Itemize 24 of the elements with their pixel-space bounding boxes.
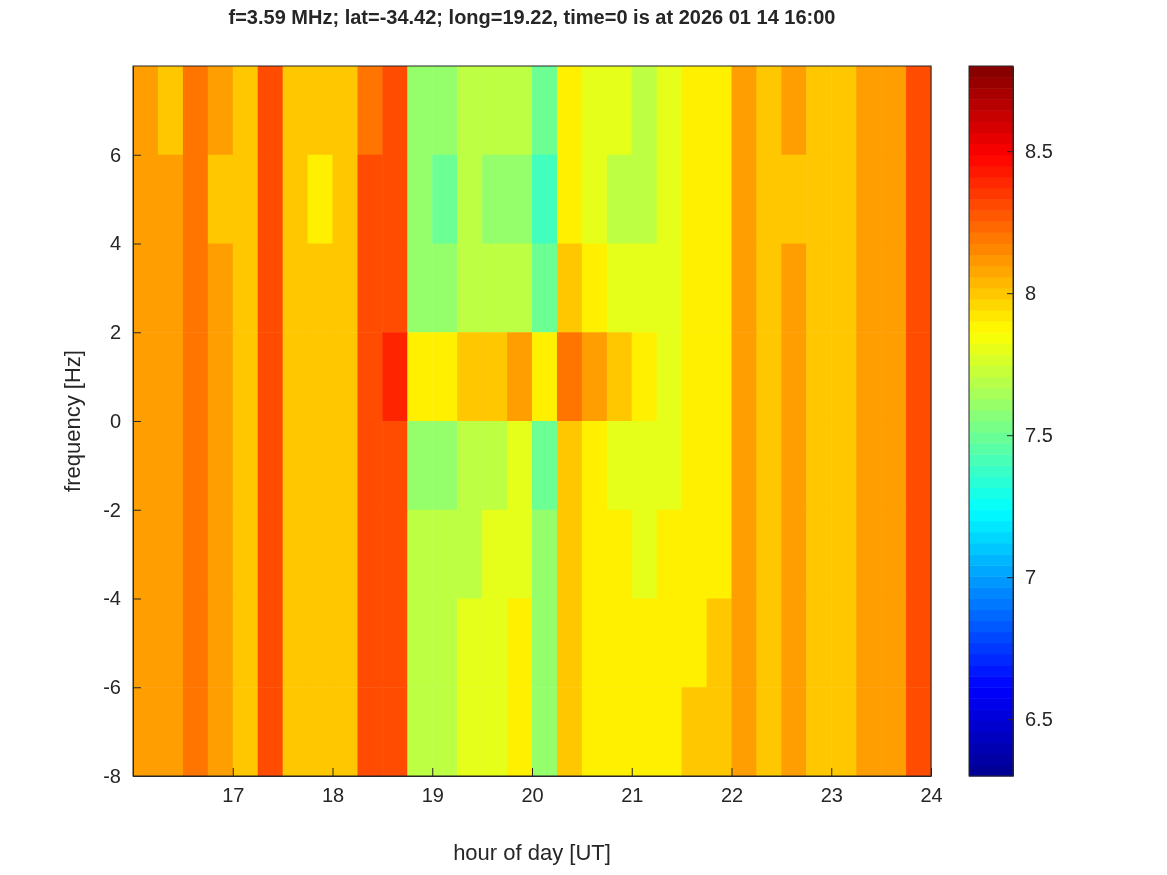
color-bar-label: 8.5: [1025, 140, 1053, 163]
x-axis-title: hour of day [UT]: [453, 840, 611, 865]
y-tick-label: -6: [103, 676, 121, 699]
y-tick-label: 6: [109, 143, 121, 166]
y-axis-title: frequency [Hz]: [60, 350, 85, 492]
x-tick-label: 22: [720, 784, 744, 807]
y-tick-label: 4: [109, 232, 121, 255]
color-bar-label: 8: [1025, 282, 1037, 305]
chart-title: f=3.59 MHz; lat=-34.42; long=19.22, time=0 is at 2026 01 14 16:00: [228, 6, 836, 28]
y-tick-label: -2: [103, 498, 121, 521]
x-tick-label: 21: [621, 784, 644, 807]
color-bar-label: 7: [1025, 566, 1037, 589]
x-tick-label: 17: [222, 784, 245, 807]
x-tick-label: 24: [920, 784, 943, 807]
x-tick-label: 19: [421, 784, 444, 807]
color-bar-label: 7.5: [1025, 424, 1053, 447]
x-tick-label: 20: [521, 784, 544, 807]
y-tick-label: 2: [109, 321, 121, 344]
x-tick-label: 23: [820, 784, 843, 807]
y-tick-label: -8: [103, 764, 121, 787]
y-tick-label: 0: [109, 409, 121, 432]
color-bar-label: 6.5: [1025, 708, 1053, 731]
x-tick-label: 18: [321, 784, 345, 807]
y-tick-label: -4: [103, 587, 121, 610]
